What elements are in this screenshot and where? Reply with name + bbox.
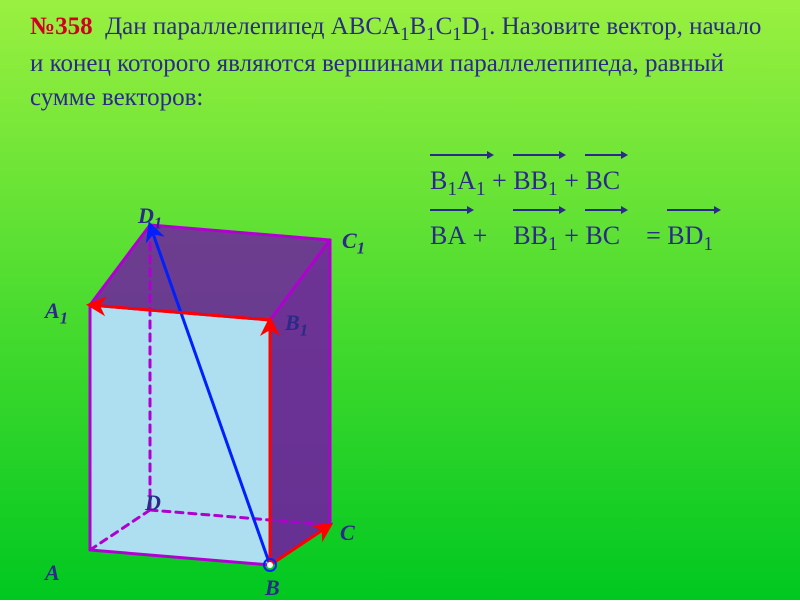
vertex-label-b: B [265, 575, 280, 601]
problem-number: №358 [30, 13, 93, 40]
problem-text: №358 Дан параллелепипед ABCA1B1C1D1. Наз… [30, 10, 770, 115]
vertex-label-b1: B1 [285, 310, 308, 340]
vertex-label-d: D [145, 490, 161, 516]
formula-line-1: B1A1 + BB1 + BC [430, 155, 713, 206]
vertex-label-d1: D1 [138, 203, 162, 233]
vertex-label-c: C [340, 520, 355, 546]
formula-block: B1A1 + BB1 + BC BA + BB1 + BC = BD1 [430, 155, 713, 266]
vertex-label-a1: A1 [45, 298, 68, 328]
vertex-label-a: A [45, 560, 60, 586]
vertex-label-c1: C1 [342, 228, 365, 258]
formula-line-2: BA + BB1 + BC = BD1 [430, 210, 713, 261]
diagram-area: ABCDA1B1C1D1 [60, 195, 400, 595]
